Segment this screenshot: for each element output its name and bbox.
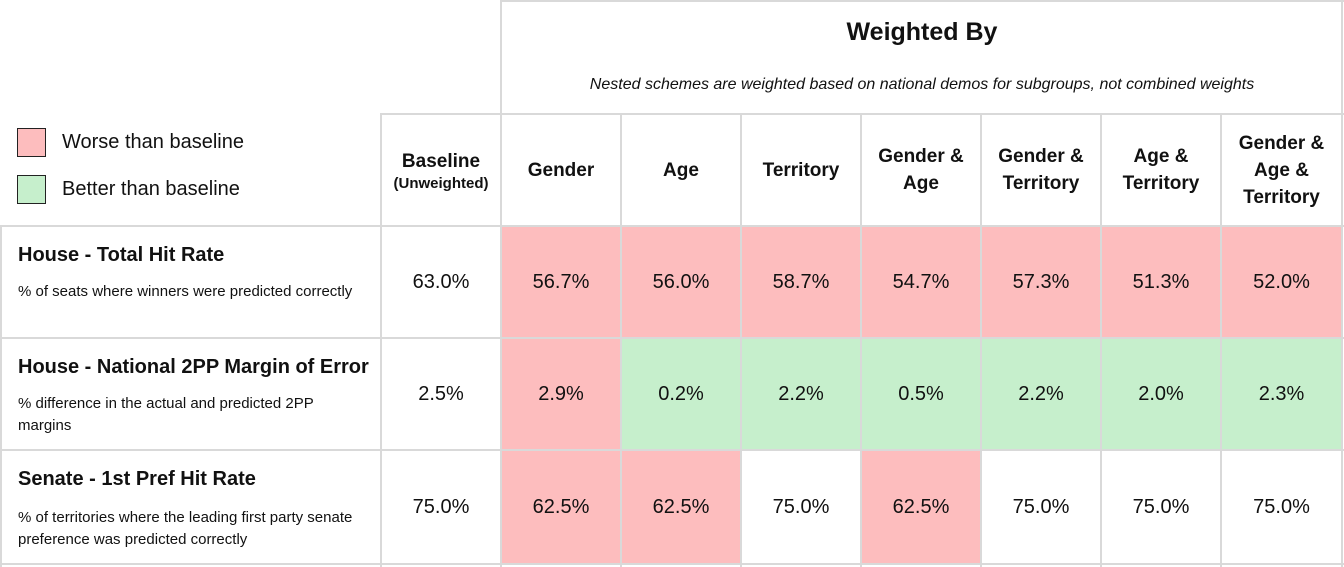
col-header-gender-territory: Gender & Territory	[981, 115, 1101, 225]
grid-line	[980, 113, 982, 567]
grid-line	[380, 113, 382, 567]
col-header-territory: Territory	[741, 115, 861, 225]
row-title: House - National 2PP Margin of Error	[18, 356, 369, 378]
grid-line	[860, 113, 862, 567]
table-cell: 54.7%	[861, 227, 981, 338]
table-cell: 56.0%	[621, 227, 741, 338]
col-header-label: Baseline	[401, 150, 481, 172]
table-cell: 2.9%	[501, 339, 621, 450]
row-title: Senate - 1st Pref Hit Rate	[18, 468, 256, 490]
table-cell: 57.3%	[981, 227, 1101, 338]
table-cell: 62.5%	[621, 451, 741, 564]
col-header-label: Gender	[527, 159, 595, 181]
row-description: % difference in the actual and predicted…	[18, 395, 314, 434]
grid-line	[1341, 0, 1343, 567]
row-description: % of territories where the leading first…	[18, 509, 353, 548]
table-cell: 0.2%	[621, 339, 741, 450]
col-header-label: Age & Territory	[1122, 146, 1200, 194]
col-header-label: Gender & Territory	[998, 146, 1084, 194]
table-cell: 52.0%	[1221, 227, 1342, 338]
table-cell: 75.0%	[1221, 451, 1342, 564]
table-cell: 75.0%	[1101, 451, 1221, 564]
table-cell: 51.3%	[1101, 227, 1221, 338]
table-cell: 58.7%	[741, 227, 861, 338]
legend-better: Better than baseline	[17, 175, 240, 204]
table-cell: 2.0%	[1101, 339, 1221, 450]
row-header-house-hit-rate: House - Total Hit Rate % of seats where …	[0, 227, 380, 339]
col-header-sublabel: (Unweighted)	[393, 174, 489, 192]
grid-line	[1100, 113, 1102, 567]
legend-better-label: Better than baseline	[62, 178, 240, 200]
table-cell: 75.0%	[381, 451, 501, 564]
col-header-label: Gender & Age	[878, 146, 964, 194]
grid-line	[0, 337, 1344, 339]
grid-line	[740, 113, 742, 567]
col-header-age-territory: Age & Territory	[1101, 115, 1221, 225]
grid-line	[0, 449, 1344, 451]
col-header-label: Age	[663, 159, 699, 181]
col-header-gender: Gender	[501, 115, 621, 225]
table-cell: 2.5%	[381, 339, 501, 450]
legend-worse-swatch	[17, 128, 46, 157]
table-cell: 0.5%	[861, 339, 981, 450]
table-cell: 75.0%	[981, 451, 1101, 564]
grid-line	[0, 225, 1344, 227]
grid-line	[1220, 113, 1222, 567]
weighted-by-subtitle: Nested schemes are weighted based on nat…	[589, 76, 1255, 93]
row-header-senate-hit-rate: Senate - 1st Pref Hit Rate % of territor…	[0, 451, 380, 565]
col-header-gender-age: Gender & Age	[861, 115, 981, 225]
grid-line	[620, 113, 622, 567]
col-header-baseline: Baseline (Unweighted)	[381, 115, 501, 225]
legend-worse-label: Worse than baseline	[62, 131, 244, 153]
col-header-label: Territory	[762, 159, 840, 181]
legend-better-swatch	[17, 175, 46, 204]
row-description: % of seats where winners were predicted …	[18, 283, 353, 300]
col-header-age: Age	[621, 115, 741, 225]
grid-line	[0, 563, 1344, 565]
table-cell: 62.5%	[861, 451, 981, 564]
table-cell: 75.0%	[741, 451, 861, 564]
grid-line	[501, 0, 1344, 2]
grid-line	[0, 225, 2, 567]
weighted-by-title: Weighted By	[846, 18, 998, 46]
table-cell: 2.2%	[981, 339, 1101, 450]
legend-worse: Worse than baseline	[17, 128, 244, 157]
col-header-label: Gender & Age & Territory	[1238, 132, 1325, 208]
row-title: House - Total Hit Rate	[18, 244, 225, 266]
col-header-gender-age-territory: Gender & Age & Territory	[1221, 115, 1342, 225]
table-cell: 62.5%	[501, 451, 621, 564]
table-cell: 2.2%	[741, 339, 861, 450]
grid-line	[500, 0, 502, 567]
table-cell: 56.7%	[501, 227, 621, 338]
grid-line	[381, 113, 1344, 115]
row-header-house-2pp-error: House - National 2PP Margin of Error % d…	[0, 339, 380, 451]
table-cell: 63.0%	[381, 227, 501, 338]
table-cell: 2.3%	[1221, 339, 1342, 450]
